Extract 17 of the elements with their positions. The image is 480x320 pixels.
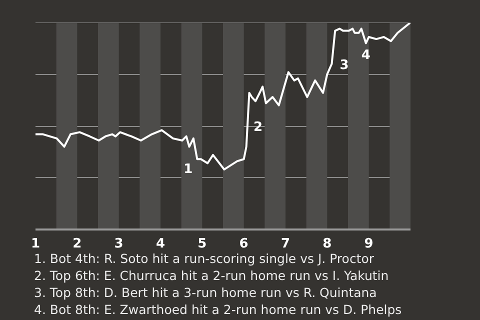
x-tick-label: 5 xyxy=(198,236,207,252)
text: 4. Bot 8th: E. Zwarthoed hit a 2-run home run vs D. Phelps xyxy=(34,302,402,317)
x-tick-label: 6 xyxy=(239,236,248,252)
x-tick-label: 3 xyxy=(114,236,124,252)
annotation: 3 xyxy=(340,58,349,73)
x-tick-label: 4 xyxy=(156,236,166,252)
x-tick-label: 2 xyxy=(72,236,82,252)
x-tick-label: 9 xyxy=(364,236,374,252)
x-tick-label: 1 xyxy=(30,236,40,252)
text: 3. Top 8th: D. Bert hit a 3-run home run vs R. Quintana xyxy=(34,285,377,300)
annotation: 1 xyxy=(184,162,193,178)
x-tick-label: 7 xyxy=(280,236,290,252)
x-tick-label: 8 xyxy=(322,236,332,252)
text: 2. Top 6th: E. Churruca hit a 2-run home run vs I. Yakutin xyxy=(34,268,389,283)
annotation: 4 xyxy=(361,48,370,64)
text: 1. Bot 4th: R. Soto hit a run-scoring single vs J. Proctor xyxy=(34,251,374,266)
annotation: 2 xyxy=(253,120,263,135)
